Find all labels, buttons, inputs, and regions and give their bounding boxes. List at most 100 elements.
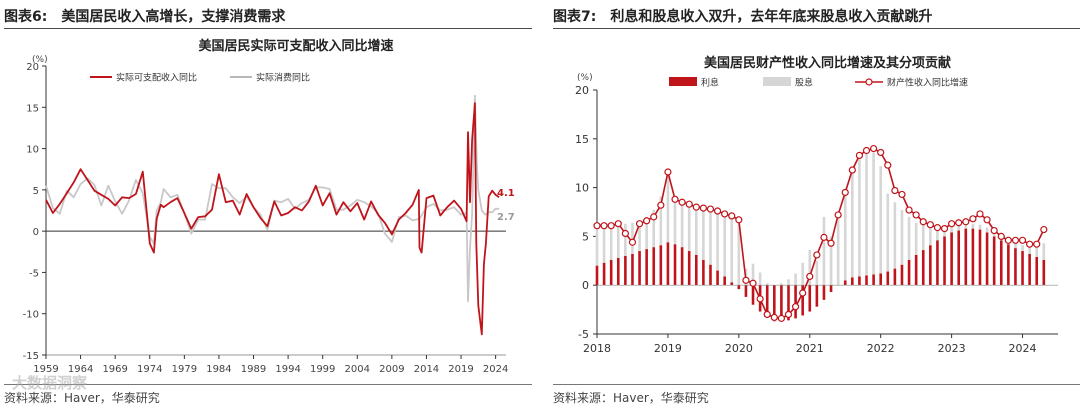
x-tick-label: 1984 (206, 364, 231, 375)
total-point (1018, 236, 1027, 244)
x-tick-label: 2021 (796, 342, 824, 355)
x-tick-label: 2022 (867, 342, 895, 355)
bar-interest (1007, 244, 1010, 286)
bar-dividend (709, 209, 712, 265)
figure-6-header: 图表6: 美国居民收入高增长，支撑消费需求 (4, 6, 285, 26)
bar-dividend (787, 279, 790, 286)
figure-7-label: 图表7: (553, 9, 597, 25)
bar-dividend (631, 222, 634, 254)
bar-interest (808, 285, 812, 312)
total-point (834, 211, 842, 219)
bar-dividend (900, 210, 904, 265)
bar-interest (616, 257, 620, 286)
bar-interest (716, 270, 719, 286)
bar-dividend (1035, 244, 1039, 257)
total-point (983, 216, 991, 224)
total-point (997, 232, 1005, 240)
bar-interest (914, 254, 918, 286)
legend-label-interest: 利息 (701, 77, 719, 89)
bar-dividend (907, 216, 911, 260)
total-point (1026, 240, 1034, 248)
x-tick-label: 2024 (483, 364, 508, 375)
x-tick-label: 1959 (33, 364, 58, 375)
y-tick-label: 0 (582, 279, 589, 292)
bar-interest (999, 240, 1003, 286)
total-point (721, 210, 729, 218)
bar-interest (680, 247, 684, 286)
bar-interest (638, 251, 641, 286)
bar-dividend (1042, 243, 1046, 260)
x-tick-label: 1989 (241, 364, 266, 375)
y-tick-label: -15 (23, 351, 39, 362)
legend-label-consumption: 实际消费同比 (256, 72, 310, 84)
legend-swatch-dividend (763, 77, 791, 86)
bar-interest (865, 275, 868, 286)
bar-interest (872, 274, 875, 286)
bar-dividend (595, 225, 599, 266)
total-point (770, 313, 778, 322)
bar-interest (773, 285, 776, 320)
total-point (749, 279, 757, 287)
x-tick-label: 1964 (68, 364, 93, 375)
total-point (933, 224, 942, 232)
x-tick-label: 2009 (379, 364, 404, 375)
bar-interest (1035, 256, 1039, 286)
bar-interest (744, 285, 748, 297)
series-line-0 (45, 102, 500, 336)
legend-label-total: 财产性收入同比增速 (887, 77, 968, 89)
total-point (664, 168, 672, 176)
bar-dividend (602, 225, 606, 263)
bar-interest (907, 259, 911, 286)
bar-interest (992, 236, 996, 286)
bar-interest (964, 228, 968, 286)
bar-dividend (616, 223, 620, 258)
total-point (706, 205, 715, 213)
bar-interest (631, 253, 634, 286)
bar-dividend (879, 166, 882, 274)
x-tick-label: 2023 (938, 342, 966, 355)
x-tick-label: 1979 (172, 364, 197, 375)
total-point (1040, 225, 1048, 234)
bar-interest (943, 236, 946, 286)
bar-interest (751, 285, 755, 305)
bar-interest (936, 240, 939, 286)
total-point (735, 216, 743, 224)
figure-7-caption: 利息和股息收入双升，去年年底来股息收入贡献跳升 (610, 9, 933, 25)
total-point (614, 220, 622, 228)
bar-interest (780, 285, 783, 321)
total-point (756, 295, 764, 303)
bar-interest (921, 250, 925, 286)
total-point (962, 218, 970, 226)
bar-dividend (829, 236, 833, 286)
bar-dividend (730, 215, 734, 283)
total-point (635, 220, 644, 228)
bar-interest (985, 232, 989, 286)
bar-dividend (836, 213, 840, 286)
total-point (848, 166, 856, 174)
total-point (671, 195, 679, 203)
bar-interest (1028, 253, 1031, 286)
bar-dividend (751, 263, 755, 286)
bar-interest (595, 265, 599, 286)
bar-interest (900, 264, 904, 286)
total-point (884, 161, 892, 169)
bar-dividend (659, 196, 663, 246)
bar-interest (602, 262, 606, 286)
bar-dividend (914, 222, 918, 255)
total-point (692, 203, 700, 211)
bar-interest (886, 271, 890, 286)
bar-interest (666, 242, 670, 286)
total-point (976, 210, 984, 218)
bar-dividend (687, 204, 691, 252)
total-point (955, 219, 963, 227)
bar-dividend (694, 207, 698, 255)
bar-dividend (886, 193, 890, 272)
total-point (905, 206, 913, 214)
x-tick-label: 1994 (275, 364, 300, 375)
total-point (806, 272, 814, 281)
figure-7-panel: 图表7: 利息和股息收入双升，去年年底来股息收入贡献跳升 美国居民财产性收入同比增… (553, 0, 1080, 411)
y-tick-label: 0 (33, 227, 39, 238)
total-point (600, 222, 608, 230)
bar-dividend (801, 262, 804, 286)
figure-6-source: 资料来源：Haver，华泰研究 (4, 391, 160, 405)
